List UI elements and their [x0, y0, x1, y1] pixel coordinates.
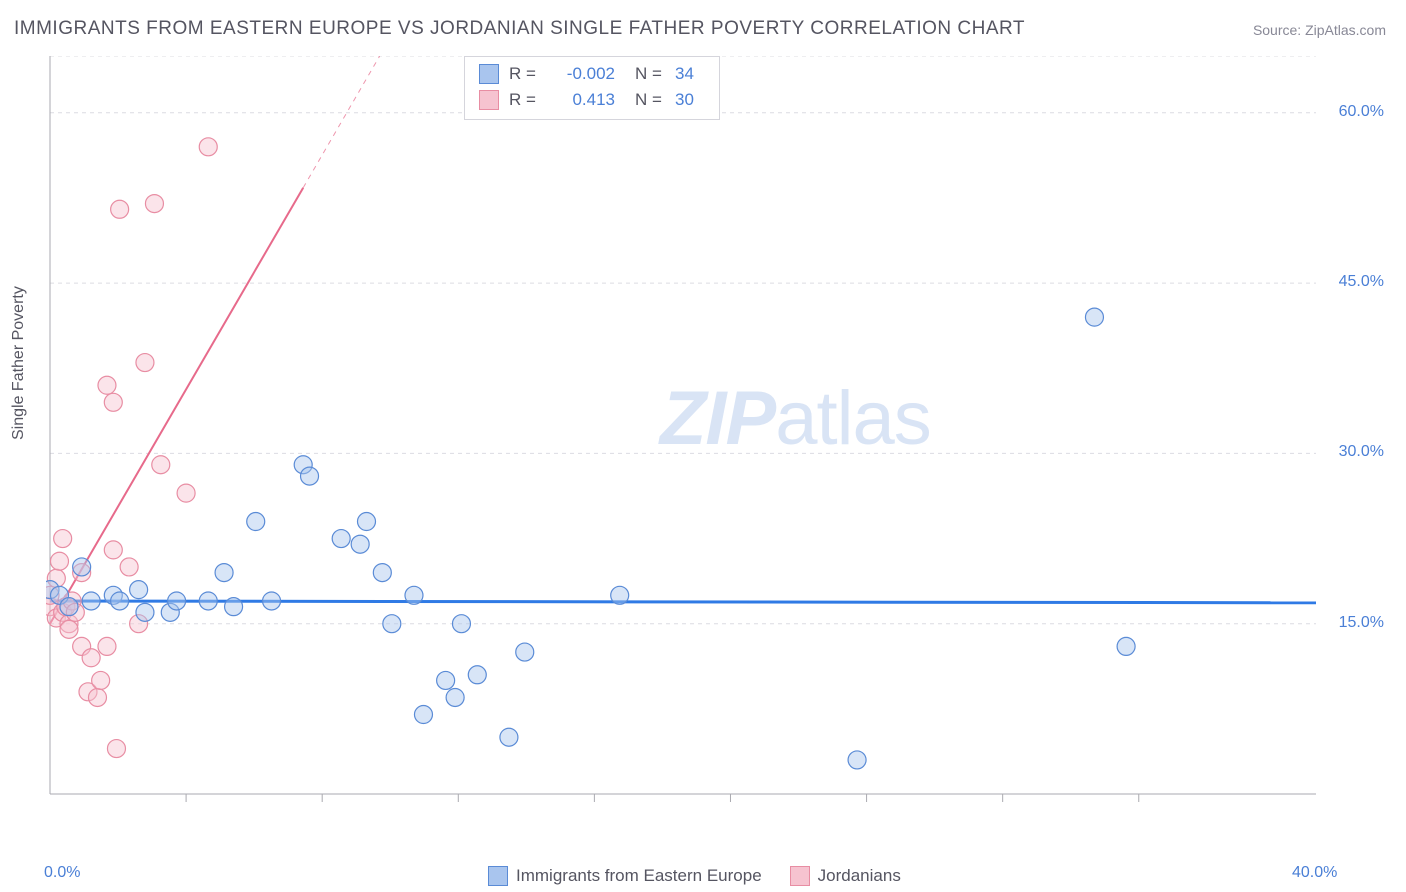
x-tick-label: 40.0% [1292, 864, 1337, 882]
y-tick-label: 60.0% [1339, 103, 1384, 121]
r-value: -0.002 [553, 61, 615, 87]
legend-swatch [479, 64, 499, 84]
r-label: R = [509, 61, 543, 87]
r-value: 0.413 [553, 87, 615, 113]
n-value: 30 [675, 87, 705, 113]
y-tick-label: 45.0% [1339, 273, 1384, 291]
y-tick-label: 30.0% [1339, 443, 1384, 461]
legend-swatch [488, 866, 508, 886]
r-label: R = [509, 87, 543, 113]
legend-row: R = -0.002 N = 34 [479, 61, 705, 87]
legend-swatch [479, 90, 499, 110]
n-label: N = [635, 61, 665, 87]
y-axis-label: Single Father Poverty [10, 286, 28, 440]
legend-item: Jordanians [790, 866, 901, 886]
chart-title: IMMIGRANTS FROM EASTERN EUROPE VS JORDAN… [14, 18, 1025, 40]
n-label: N = [635, 87, 665, 113]
legend-item: Immigrants from Eastern Europe [488, 866, 762, 886]
y-tick-label: 15.0% [1339, 614, 1384, 632]
n-value: 34 [675, 61, 705, 87]
legend-row: R = 0.413 N = 30 [479, 87, 705, 113]
scatter-plot-svg [46, 56, 1376, 812]
legend-label: Jordanians [818, 866, 901, 886]
plot-area [46, 56, 1376, 812]
legend-label: Immigrants from Eastern Europe [516, 866, 762, 886]
source-label: Source: ZipAtlas.com [1253, 22, 1386, 38]
chart-container: IMMIGRANTS FROM EASTERN EUROPE VS JORDAN… [0, 0, 1406, 892]
legend-swatch [790, 866, 810, 886]
x-tick-label: 0.0% [44, 864, 80, 882]
series-legend: Immigrants from Eastern Europe Jordanians [488, 866, 901, 886]
correlation-legend: R = -0.002 N = 34 R = 0.413 N = 30 [464, 56, 720, 120]
